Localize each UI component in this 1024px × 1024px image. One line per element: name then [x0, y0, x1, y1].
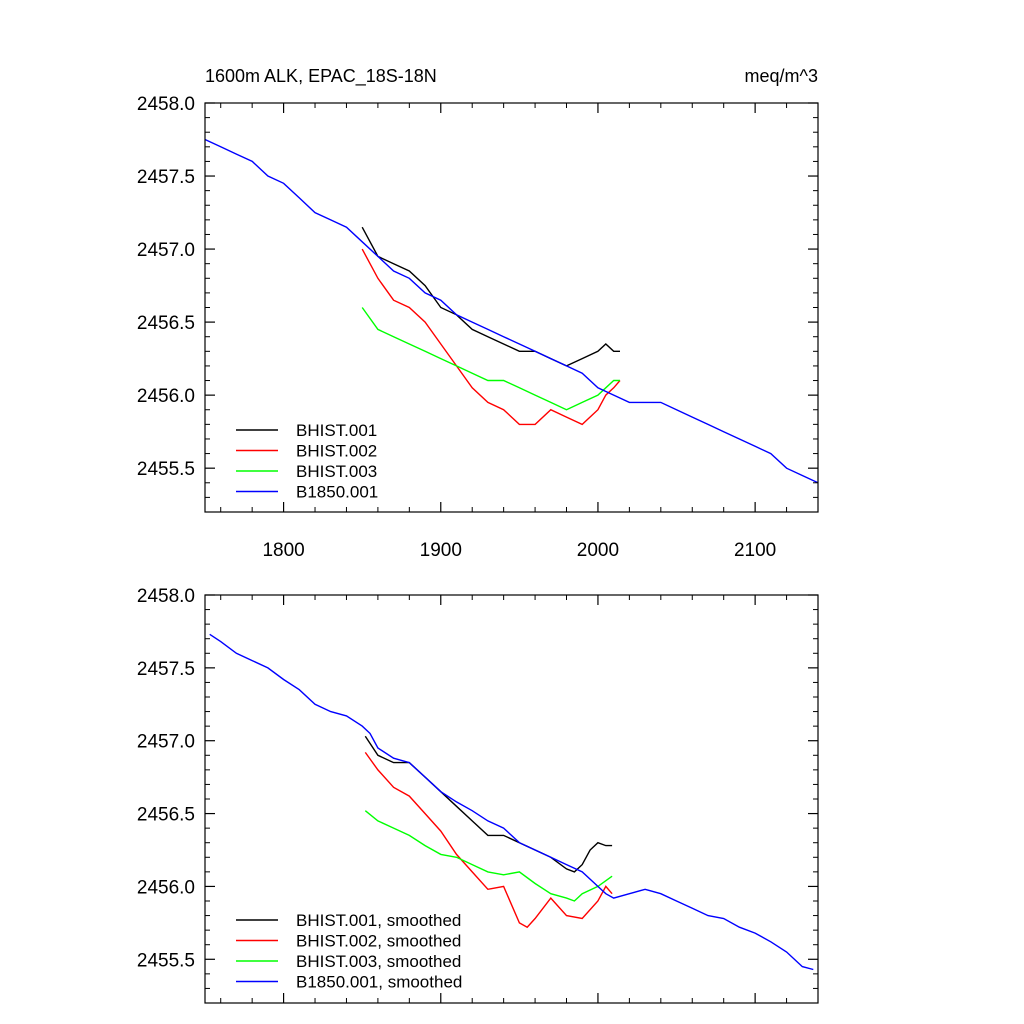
series-line-1 — [361, 226, 620, 367]
series-line-2 — [364, 751, 613, 929]
x-tick-label: 2100 — [734, 540, 776, 561]
series-line-4 — [204, 138, 819, 484]
legend-label: BHIST.002 — [296, 442, 377, 461]
y-tick-label: 2457.0 — [137, 240, 195, 261]
y-tick-label: 2457.5 — [137, 167, 195, 188]
bottom-chart-panel: 2455.5 2456.0 2456.5 2457.0 2457.5 2458.0 BHIS… — [137, 586, 819, 1004]
x-tick-label: 2000 — [577, 540, 619, 561]
y-tick-label: 2456.5 — [137, 313, 195, 334]
top-chart-panel: 1600m ALK, EPAC_18S-18N meq/m^3 1800 1900… — [137, 66, 819, 561]
legend-label: BHIST.003, smoothed — [296, 952, 461, 971]
series-line-4 — [209, 633, 814, 971]
legend-label: BHIST.001, smoothed — [296, 911, 461, 930]
chart-units: meq/m^3 — [745, 66, 818, 86]
y-tick-label: 2456.0 — [137, 386, 195, 407]
chart-title: 1600m ALK, EPAC_18S-18N — [205, 66, 437, 87]
legend-label: B1850.001 — [296, 483, 378, 502]
y-tick-label: 2456.5 — [137, 805, 195, 826]
legend-label: BHIST.001 — [296, 421, 377, 440]
y-tick-label: 2457.5 — [137, 659, 195, 680]
legend-label: BHIST.003 — [296, 462, 377, 481]
series-line-3 — [361, 307, 620, 411]
series-line-3 — [364, 810, 613, 902]
series-line-2 — [361, 248, 621, 426]
legend-label: B1850.001, smoothed — [296, 973, 462, 992]
y-tick-label: 2458.0 — [137, 94, 195, 115]
legend-label: BHIST.002, smoothed — [296, 932, 461, 951]
series-line-1 — [364, 735, 613, 873]
y-tick-label: 2458.0 — [137, 586, 195, 607]
y-tick-label: 2456.0 — [137, 877, 195, 898]
y-tick-label: 2457.0 — [137, 732, 195, 753]
y-tick-label: 2455.5 — [137, 950, 195, 971]
y-tick-label: 2455.5 — [137, 459, 195, 480]
x-tick-label: 1800 — [262, 540, 304, 561]
x-tick-label: 1900 — [420, 540, 462, 561]
